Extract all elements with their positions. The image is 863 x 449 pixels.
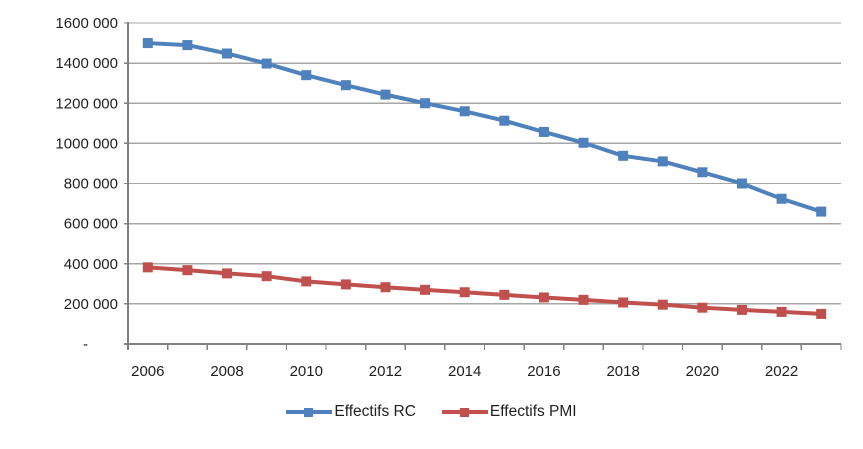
legend-label: Effectifs PMI xyxy=(489,403,577,420)
x-axis-label: 2018 xyxy=(606,363,639,380)
x-axis-label: 2022 xyxy=(765,363,798,380)
data-point-marker xyxy=(776,193,787,204)
x-axis-label: 2020 xyxy=(686,363,719,380)
y-axis-label: 1000 000 xyxy=(55,135,118,152)
data-point-marker xyxy=(301,276,312,287)
data-point-marker xyxy=(618,297,629,308)
data-point-marker xyxy=(578,294,589,305)
legend-label: Effectifs RC xyxy=(334,403,416,420)
x-axis-label: 2008 xyxy=(210,363,243,380)
legend-item-effectifs-pmi: Effectifs PMI xyxy=(441,403,577,421)
data-point-marker xyxy=(301,70,312,81)
y-axis-label: 800 000 xyxy=(64,176,118,193)
legend-item-effectifs-rc: Effectifs RC xyxy=(286,403,416,421)
series-line xyxy=(145,41,824,214)
x-axis-label: 2016 xyxy=(527,363,560,380)
legend-swatch-pmi xyxy=(441,407,488,418)
y-axis-label: 600 000 xyxy=(64,216,118,233)
data-point-marker xyxy=(697,302,708,313)
data-point-marker xyxy=(776,306,787,317)
series-line xyxy=(145,265,824,316)
data-point-marker xyxy=(459,287,470,298)
x-axis-label: 2010 xyxy=(290,363,323,380)
data-point-marker xyxy=(816,206,827,217)
line-chart-svg: - 200 000 400 000 600 000 800 000 1000 000 120… xyxy=(55,15,842,380)
data-point-marker xyxy=(340,279,351,290)
data-point-marker xyxy=(459,106,470,117)
data-point-marker xyxy=(499,289,510,300)
legend-square-marker-icon xyxy=(304,407,314,417)
data-point-marker xyxy=(142,38,153,49)
data-point-marker xyxy=(261,271,272,282)
data-point-marker xyxy=(142,262,153,273)
data-point-marker xyxy=(697,167,708,178)
y-axis-label: - xyxy=(83,336,88,353)
data-point-marker xyxy=(182,40,193,51)
data-point-marker xyxy=(182,265,193,276)
legend-swatch-rc xyxy=(286,407,333,418)
x-axis-label: 2006 xyxy=(131,363,164,380)
y-axis-label: 400 000 xyxy=(64,256,118,273)
legend-square-marker-icon xyxy=(459,407,469,417)
y-axis-label: 1600 000 xyxy=(55,15,118,32)
data-point-marker xyxy=(578,137,589,148)
data-point-marker xyxy=(420,98,431,109)
y-axis-label: 200 000 xyxy=(64,296,118,313)
x-axis-label: 2014 xyxy=(448,363,481,380)
x-axis-label: 2012 xyxy=(369,363,402,380)
data-point-marker xyxy=(618,150,629,161)
data-point-marker xyxy=(736,304,747,315)
data-point-marker xyxy=(499,115,510,126)
data-point-marker xyxy=(736,178,747,189)
data-point-marker xyxy=(657,299,668,310)
data-point-marker xyxy=(340,80,351,91)
y-axis-label: 1200 000 xyxy=(55,95,118,112)
chart-legend: Effectifs RC Effectifs PMI xyxy=(0,403,863,421)
data-point-marker xyxy=(261,58,272,69)
data-point-marker xyxy=(538,126,549,137)
data-point-marker xyxy=(657,156,668,167)
data-point-marker xyxy=(816,308,827,319)
data-point-marker xyxy=(222,48,233,59)
data-point-marker xyxy=(380,282,391,293)
data-point-marker xyxy=(420,284,431,295)
data-point-marker xyxy=(380,89,391,100)
y-axis-label: 1400 000 xyxy=(55,55,118,72)
data-point-marker xyxy=(222,268,233,279)
data-point-marker xyxy=(538,292,549,303)
